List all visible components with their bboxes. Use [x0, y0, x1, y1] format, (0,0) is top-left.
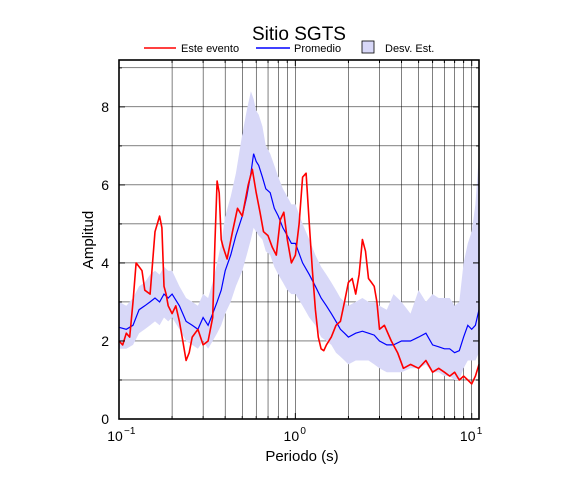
- y-tick-label: 0: [101, 411, 109, 427]
- x-tick-label: 10: [284, 428, 300, 444]
- x-axis-label: Periodo (s): [265, 448, 338, 465]
- plot-frame: [118, 59, 480, 420]
- legend-label-promedio: Promedio: [294, 43, 341, 55]
- x-tick-label-exponent: 1: [477, 426, 483, 437]
- x-tick-label: 10: [460, 428, 476, 444]
- x-tick-label-exponent: −1: [124, 426, 136, 437]
- std-dev-band: [119, 91, 479, 380]
- series-line-este-evento: [118, 168, 480, 385]
- y-tick-label: 2: [101, 333, 109, 349]
- legend: Este evento Promedio Desv. Est.: [144, 40, 434, 55]
- legend-label-desv-est: Desv. Est.: [385, 43, 434, 55]
- legend-swatch-desv-est: [361, 40, 375, 54]
- chart-title: Sitio SGTS: [252, 24, 346, 45]
- axis-ticks: [118, 60, 479, 420]
- x-tick-label: 10: [107, 428, 123, 444]
- y-tick-label: 4: [101, 255, 109, 271]
- x-tick-label-exponent: 0: [300, 426, 306, 437]
- x-tick-labels: 10 −1 10 0 10 1: [107, 426, 482, 444]
- y-tick-label: 6: [101, 177, 109, 193]
- y-tick-labels: 0 2 4 6 8: [101, 99, 109, 427]
- series-line-promedio: [118, 153, 480, 354]
- y-axis-label: Amplitud: [80, 211, 97, 269]
- legend-label-este-evento: Este evento: [181, 43, 239, 55]
- y-tick-label: 8: [101, 99, 109, 115]
